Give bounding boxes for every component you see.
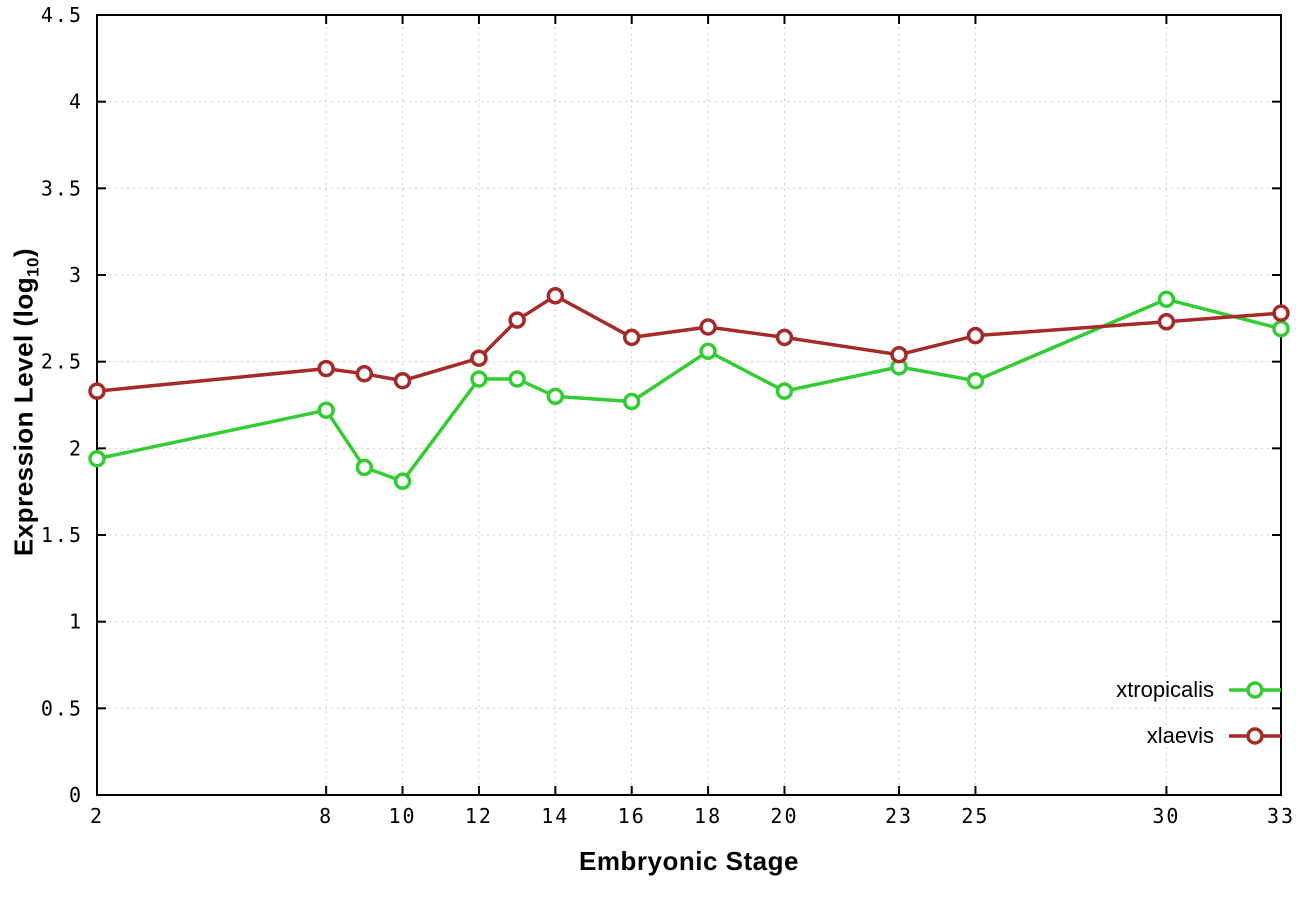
x-tick-label: 25 xyxy=(961,804,989,828)
plot-border xyxy=(96,14,1282,796)
data-point-xtropicalis xyxy=(393,472,412,491)
data-point-xlaevis xyxy=(546,287,565,305)
legend-item-xlaevis: xlaevis xyxy=(1116,716,1284,756)
series-line-xlaevis xyxy=(95,294,1283,393)
y-tick-label: 4 xyxy=(69,90,83,114)
data-point-xtropicalis xyxy=(470,370,488,388)
y-tick-label: 3 xyxy=(69,263,83,287)
y-tick-labels: 0 0.5 1 1.5 2 2.5 3 3.5 4 4.5 xyxy=(41,3,83,807)
data-point-xtropicalis xyxy=(775,382,794,400)
data-point-xlaevis xyxy=(622,328,641,347)
data-point-xlaevis xyxy=(470,349,488,367)
x-tick-label: 8 xyxy=(319,804,333,828)
legend-line-marker-icon xyxy=(1229,681,1281,699)
data-point-xtropicalis xyxy=(699,342,717,361)
y-axis-title: Expression Level (log10) xyxy=(8,248,43,556)
y-tick-label: 2 xyxy=(69,436,83,460)
axis-ticks xyxy=(96,14,1282,796)
y-tick-label: 1.5 xyxy=(41,523,83,547)
y-axis-title-close: ) xyxy=(8,247,39,258)
data-point-xtropicalis xyxy=(966,371,985,390)
data-point-xtropicalis xyxy=(1272,319,1290,338)
data-point-xtropicalis xyxy=(88,449,106,468)
legend-line-marker-icon xyxy=(1229,727,1281,745)
data-point-xtropicalis xyxy=(317,401,335,419)
legend-label-xlaevis: xlaevis xyxy=(1146,723,1214,748)
x-tick-label: 10 xyxy=(389,804,417,828)
x-tick-label: 20 xyxy=(770,804,798,828)
data-point-xlaevis xyxy=(393,371,412,390)
y-tick-label: 0 xyxy=(69,783,83,807)
x-tick-label: 18 xyxy=(694,804,722,828)
y-tick-label: 0.5 xyxy=(41,696,83,720)
data-point-xtropicalis xyxy=(622,392,641,411)
data-point-xlaevis xyxy=(699,318,717,336)
data-point-xlaevis xyxy=(1157,313,1176,331)
data-point-xlaevis xyxy=(966,326,985,345)
data-point-xlaevis xyxy=(88,382,106,400)
data-point-xtropicalis xyxy=(546,387,565,406)
y-tick-label: 1 xyxy=(69,610,83,634)
x-axis-title: Embryonic Stage xyxy=(579,846,799,876)
data-point-xtropicalis xyxy=(508,370,526,388)
y-tick-label: 4.5 xyxy=(41,3,83,27)
x-tick-label: 12 xyxy=(465,804,493,828)
y-tick-label: 3.5 xyxy=(41,176,83,200)
legend: xtropicalis xlaevis xyxy=(1116,670,1284,756)
data-point-xlaevis xyxy=(317,359,335,378)
y-axis-title-text: Expression Level (log xyxy=(8,276,39,557)
x-tick-label: 23 xyxy=(885,804,913,828)
data-point-xlaevis xyxy=(355,365,374,383)
data-point-xlaevis xyxy=(508,311,526,329)
data-point-xtropicalis xyxy=(1157,290,1176,309)
data-point-xtropicalis xyxy=(355,458,374,477)
data-point-xlaevis xyxy=(890,345,908,364)
y-axis-title-subscript: 10 xyxy=(23,257,43,277)
series-xlaevis xyxy=(88,287,1290,400)
y-tick-label: 2.5 xyxy=(41,350,83,374)
grid xyxy=(96,14,1282,796)
data-point-xlaevis xyxy=(775,328,794,347)
x-tick-label: 30 xyxy=(1152,804,1180,828)
x-tick-labels: 2 8 10 12 14 16 18 20 23 25 30 33 xyxy=(90,804,1295,828)
x-tick-label: 14 xyxy=(541,804,569,828)
series-xtropicalis xyxy=(88,290,1290,491)
legend-item-xtropicalis: xtropicalis xyxy=(1116,670,1284,710)
data-point-xlaevis xyxy=(1272,304,1290,322)
x-tick-label: 16 xyxy=(618,804,646,828)
x-tick-label: 2 xyxy=(90,804,104,828)
legend-label-xtropicalis: xtropicalis xyxy=(1116,677,1214,702)
x-tick-label: 33 xyxy=(1267,804,1295,828)
